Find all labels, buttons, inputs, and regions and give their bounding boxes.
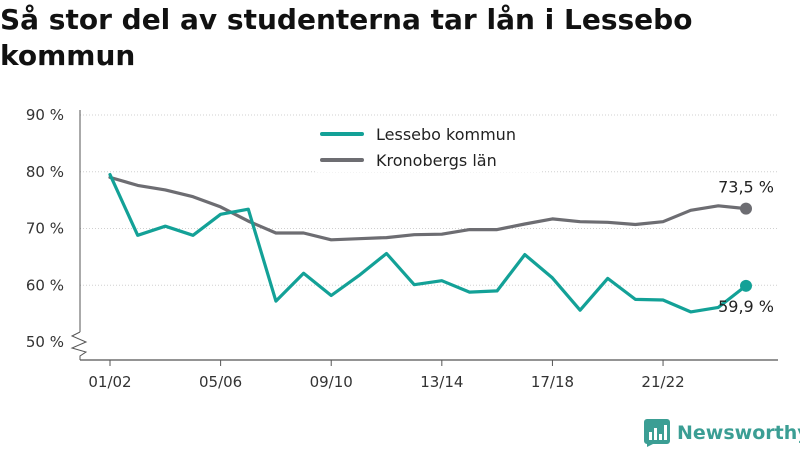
x-tick-label: 01/02: [88, 373, 131, 391]
y-axis-break-icon: [70, 331, 88, 360]
brand-name: Newsworthy: [677, 422, 800, 444]
newsworthy-brand[interactable]: Newsworthy: [644, 418, 800, 448]
legend-label: Kronobergs län: [376, 151, 497, 170]
end-label-lessebo: 59,9 %: [718, 297, 774, 316]
series-lines: [108, 173, 752, 314]
end-labels: 59,9 % 73,5 %: [718, 178, 774, 316]
legend-background: [316, 120, 542, 172]
x-tick-label: 09/10: [310, 373, 353, 391]
x-tick-label: 05/06: [199, 373, 242, 391]
series-end-point-lessebo: [740, 279, 752, 292]
x-axis: 01/02 05/06 09/10 13/14 17/18 21/22: [80, 359, 778, 391]
y-tick-label: 60 %: [26, 276, 64, 294]
y-tick-label: 80 %: [26, 163, 64, 181]
y-tick-label: 70 %: [26, 220, 64, 238]
end-label-kronoberg: 73,5 %: [718, 178, 774, 197]
x-tick-label: 17/18: [531, 373, 574, 391]
legend-label: Lessebo kommun: [376, 125, 516, 144]
series-end-point-kronoberg: [740, 202, 752, 215]
series-line-kronoberg: [108, 175, 748, 242]
chart-title: Så stor del av studenterna tar lån i Les…: [0, 3, 693, 72]
y-tick-label: 50 %: [26, 333, 64, 351]
y-axis: 50 % 60 % 70 % 80 % 90 %: [26, 106, 88, 360]
x-tick-label: 21/22: [641, 373, 684, 391]
y-tick-label: 90 %: [26, 106, 64, 124]
legend: Lessebo kommun Kronobergs län: [316, 120, 542, 172]
x-tick-label: 13/14: [420, 373, 463, 391]
series-line-lessebo: [108, 173, 748, 314]
newsworthy-bar-logo-icon: [644, 419, 670, 447]
